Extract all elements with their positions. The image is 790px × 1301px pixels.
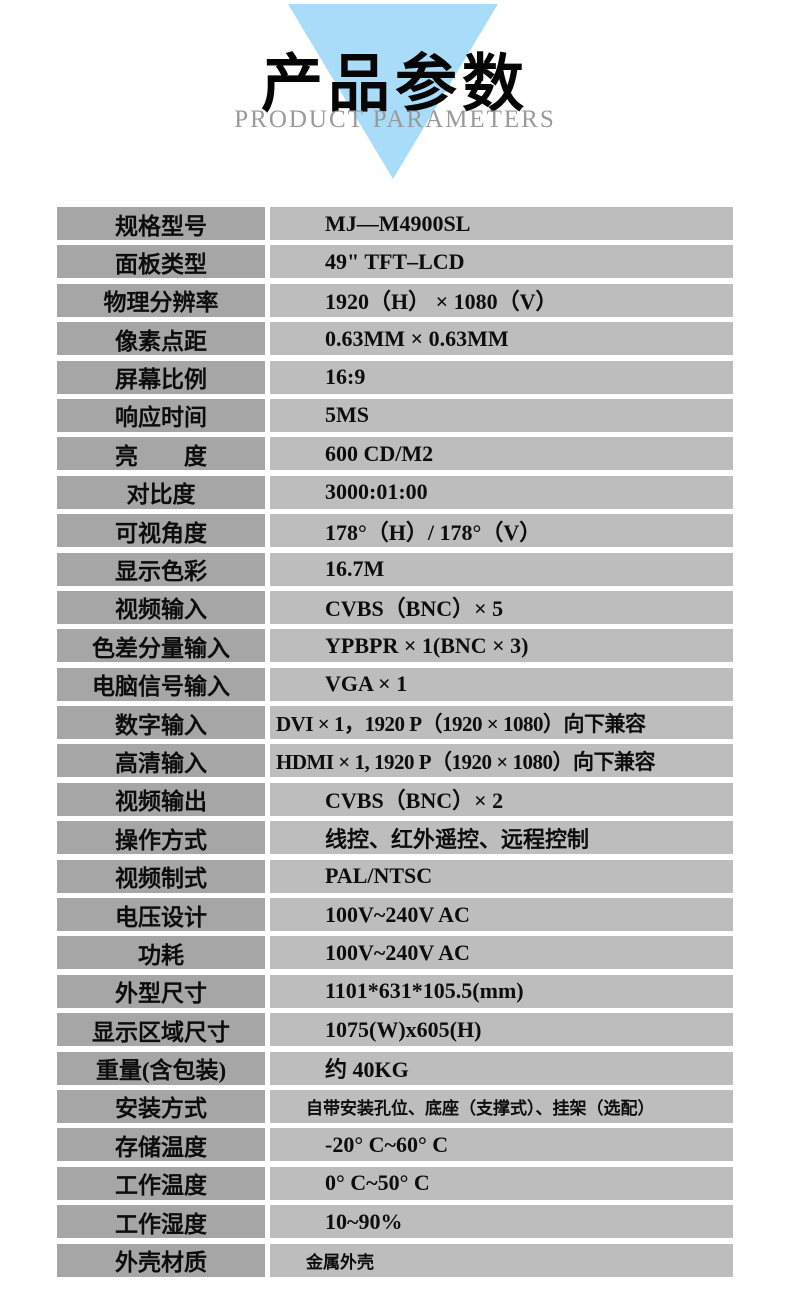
spec-value: CVBS（BNC）× 2	[270, 782, 733, 816]
spec-value: 0.63MM × 0.63MM	[270, 322, 733, 356]
spec-label: 显示色彩	[57, 552, 265, 586]
spec-label: 屏幕比例	[57, 360, 265, 394]
spec-value: 16.7M	[270, 552, 733, 586]
table-row: 电脑信号输入 VGA × 1	[57, 667, 733, 701]
spec-label: 外型尺寸	[57, 974, 265, 1008]
spec-label: 安装方式	[57, 1089, 265, 1123]
spec-label: 面板类型	[57, 245, 265, 279]
spec-value: 10~90%	[270, 1205, 733, 1239]
spec-label: 视频制式	[57, 859, 265, 893]
table-row: 安装方式 自带安装孔位、底座（支撑式）、挂架（选配）	[57, 1089, 733, 1123]
spec-label: 外壳材质	[57, 1243, 265, 1277]
table-row: 存储温度 -20° C~60° C	[57, 1128, 733, 1162]
table-row: 工作湿度 10~90%	[57, 1205, 733, 1239]
table-row: 对比度 3000:01:00	[57, 475, 733, 509]
spec-value: 16:9	[270, 360, 733, 394]
table-row: 视频输出 CVBS（BNC）× 2	[57, 782, 733, 816]
table-row: 显示区域尺寸 1075(W)x605(H)	[57, 1013, 733, 1047]
spec-value: VGA × 1	[270, 667, 733, 701]
table-row: 屏幕比例 16:9	[57, 360, 733, 394]
spec-value: 1075(W)x605(H)	[270, 1013, 733, 1047]
table-row: 规格型号 MJ—M4900SL	[57, 207, 733, 240]
spec-value: 0° C~50° C	[270, 1166, 733, 1200]
spec-label: 显示区域尺寸	[57, 1013, 265, 1047]
table-row: 物理分辨率 1920（H） × 1080（V）	[57, 283, 733, 317]
page-header: 产品参数 PRODUCT PARAMETERS	[0, 0, 790, 205]
spec-value: CVBS（BNC）× 5	[270, 590, 733, 624]
table-row: 面板类型 49" TFT–LCD	[57, 245, 733, 279]
table-row: 操作方式 线控、红外遥控、远程控制	[57, 821, 733, 855]
table-row: 视频制式 PAL/NTSC	[57, 859, 733, 893]
spec-label: 色差分量输入	[57, 629, 265, 663]
table-row: 像素点距 0.63MM × 0.63MM	[57, 322, 733, 356]
spec-value: 约 40KG	[270, 1051, 733, 1085]
spec-value: 100V~240V AC	[270, 898, 733, 932]
table-row: 工作温度 0° C~50° C	[57, 1166, 733, 1200]
spec-value: DVI × 1，1920 P（1920 × 1080）向下兼容	[270, 706, 733, 740]
spec-value: 178°（H）/ 178°（V）	[270, 514, 733, 548]
spec-label: 功耗	[57, 936, 265, 970]
spec-value: MJ—M4900SL	[270, 207, 733, 240]
table-row: 响应时间 5MS	[57, 398, 733, 432]
spec-label: 电脑信号输入	[57, 667, 265, 701]
spec-label: 响应时间	[57, 398, 265, 432]
table-row: 电压设计 100V~240V AC	[57, 898, 733, 932]
spec-label: 像素点距	[57, 322, 265, 356]
spec-label: 工作温度	[57, 1166, 265, 1200]
spec-label: 操作方式	[57, 821, 265, 855]
spec-label: 存储温度	[57, 1128, 265, 1162]
spec-value: 100V~240V AC	[270, 936, 733, 970]
spec-value: 1920（H） × 1080（V）	[270, 283, 733, 317]
table-row: 可视角度 178°（H）/ 178°（V）	[57, 514, 733, 548]
spec-label: 规格型号	[57, 207, 265, 240]
spec-value: HDMI × 1, 1920 P（1920 × 1080）向下兼容	[270, 744, 733, 778]
spec-value: 线控、红外遥控、远程控制	[270, 821, 733, 855]
spec-label: 工作湿度	[57, 1205, 265, 1239]
table-row: 色差分量输入 YPBPR × 1(BNC × 3)	[57, 629, 733, 663]
table-row: 亮 度 600 CD/M2	[57, 437, 733, 471]
table-row: 数字输入 DVI × 1，1920 P（1920 × 1080）向下兼容	[57, 706, 733, 740]
spec-value: 自带安装孔位、底座（支撑式）、挂架（选配）	[270, 1089, 733, 1123]
spec-value: 5MS	[270, 398, 733, 432]
spec-table: 规格型号 MJ—M4900SL 面板类型 49" TFT–LCD 物理分辨率 1…	[57, 207, 733, 1282]
spec-label: 视频输出	[57, 782, 265, 816]
spec-value: 3000:01:00	[270, 475, 733, 509]
spec-label: 重量(含包装)	[57, 1051, 265, 1085]
page-title: 产品参数	[260, 49, 529, 120]
table-row: 视频输入 CVBS（BNC）× 5	[57, 590, 733, 624]
spec-label: 电压设计	[57, 898, 265, 932]
table-row: 显示色彩 16.7M	[57, 552, 733, 586]
spec-label: 亮 度	[57, 437, 265, 471]
spec-value: -20° C~60° C	[270, 1128, 733, 1162]
spec-value: YPBPR × 1(BNC × 3)	[270, 629, 733, 663]
spec-value: 1101*631*105.5(mm)	[270, 974, 733, 1008]
spec-label: 物理分辨率	[57, 283, 265, 317]
spec-label: 对比度	[57, 475, 265, 509]
spec-label: 可视角度	[57, 514, 265, 548]
spec-value: PAL/NTSC	[270, 859, 733, 893]
spec-value: 金属外壳	[270, 1243, 733, 1277]
spec-label: 高清输入	[57, 744, 265, 778]
spec-value: 49" TFT–LCD	[270, 245, 733, 279]
triangle-decoration	[288, 4, 498, 179]
table-row: 高清输入 HDMI × 1, 1920 P（1920 × 1080）向下兼容	[57, 744, 733, 778]
table-row: 外壳材质 金属外壳	[57, 1243, 733, 1277]
table-row: 重量(含包装) 约 40KG	[57, 1051, 733, 1085]
spec-label: 视频输入	[57, 590, 265, 624]
page-subtitle: PRODUCT PARAMETERS	[234, 106, 556, 133]
spec-value: 600 CD/M2	[270, 437, 733, 471]
table-row: 功耗 100V~240V AC	[57, 936, 733, 970]
table-row: 外型尺寸 1101*631*105.5(mm)	[57, 974, 733, 1008]
spec-label: 数字输入	[57, 706, 265, 740]
